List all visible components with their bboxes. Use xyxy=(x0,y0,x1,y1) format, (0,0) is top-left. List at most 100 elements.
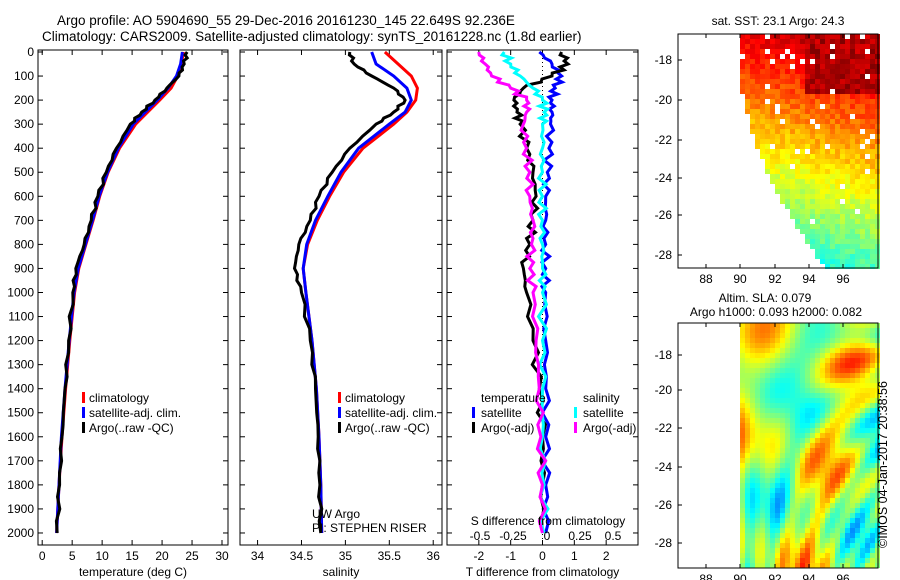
sla-map-cell xyxy=(835,498,840,503)
sla-map-cell xyxy=(865,513,870,518)
temp-series-line xyxy=(55,51,184,534)
sst-map-cell xyxy=(790,84,795,89)
sst-map-cell xyxy=(865,179,870,184)
sla-map-cell xyxy=(785,398,790,403)
sla-map-cell xyxy=(755,478,760,483)
sla-map-cell xyxy=(790,368,795,373)
sla-map-cell xyxy=(805,493,810,498)
sla-map-cell xyxy=(740,363,745,368)
sst-map-cell xyxy=(745,59,750,64)
sla-map-cell xyxy=(845,398,850,403)
sst-map-cell xyxy=(815,209,820,214)
sla-lat-label: -26 xyxy=(655,498,673,512)
sla-map-cell xyxy=(830,533,835,538)
sst-map-cell xyxy=(845,219,850,224)
sst-map-cell xyxy=(800,119,805,124)
sst-map-cell xyxy=(820,219,825,224)
sst-map-cell xyxy=(865,199,870,204)
sst-map-cell xyxy=(865,234,870,239)
sst-map-cell xyxy=(830,114,835,119)
sal-series-line xyxy=(292,51,407,534)
sst-map-cell xyxy=(835,89,840,94)
sla-map-cell xyxy=(770,398,775,403)
sla-map-cell xyxy=(850,388,855,393)
sla-map-cell xyxy=(750,438,755,443)
sla-map-cell xyxy=(825,543,830,548)
sal-xtick-label: 35.5 xyxy=(378,549,402,563)
sla-map-cell xyxy=(805,343,810,348)
sla-map-cell xyxy=(815,343,820,348)
sla-map-cell xyxy=(845,473,850,478)
sst-map-cell xyxy=(830,129,835,134)
sla-map-cell xyxy=(850,468,855,473)
sla-map-cell xyxy=(770,378,775,383)
sla-map-cell xyxy=(765,363,770,368)
sst-map-cell xyxy=(785,194,790,199)
sla-map-cell xyxy=(850,403,855,408)
sst-map-cell xyxy=(750,89,755,94)
diff-xtick-label: 1 xyxy=(571,549,578,563)
sla-map-cell xyxy=(795,503,800,508)
sst-map-cell xyxy=(830,229,835,234)
sla-map-cell xyxy=(795,388,800,393)
sst-map-cell xyxy=(840,209,845,214)
sla-map-cell xyxy=(740,328,745,333)
sst-map-cell xyxy=(760,39,765,44)
sla-map-cell xyxy=(780,383,785,388)
sla-map-cell xyxy=(795,498,800,503)
sla-map-cell xyxy=(775,483,780,488)
sst-map-cell xyxy=(815,149,820,154)
sst-map-cell xyxy=(810,159,815,164)
sla-map-cell xyxy=(750,473,755,478)
sst-map-cell xyxy=(850,94,855,99)
sst-map-cell xyxy=(815,114,820,119)
sst-map-cell xyxy=(800,94,805,99)
sst-map-cell xyxy=(800,159,805,164)
sla-map-cell xyxy=(810,343,815,348)
sla-map-cell xyxy=(855,373,860,378)
sst-map-cell xyxy=(855,84,860,89)
sst-map-cell xyxy=(870,69,875,74)
sla-map-cell xyxy=(850,358,855,363)
sst-map-cell xyxy=(780,194,785,199)
sst-map-cell xyxy=(825,69,830,74)
sla-map-cell xyxy=(820,508,825,513)
sst-map-cell xyxy=(865,209,870,214)
sla-map-cell xyxy=(745,403,750,408)
sla-map-cell xyxy=(845,453,850,458)
sst-map-cell xyxy=(810,44,815,49)
sst-map-cell xyxy=(800,199,805,204)
sla-map-cell xyxy=(750,403,755,408)
sst-map-cell xyxy=(770,109,775,114)
sla-map-cell xyxy=(850,398,855,403)
sla-map-cell xyxy=(820,328,825,333)
sst-map-cell xyxy=(855,44,860,49)
sst-map-cell xyxy=(810,209,815,214)
sla-map-cell xyxy=(800,398,805,403)
sst-map-cell xyxy=(820,144,825,149)
sst-map-cell xyxy=(795,124,800,129)
sla-map-cell xyxy=(835,338,840,343)
sst-map-cell xyxy=(800,79,805,84)
sst-map-cell xyxy=(815,64,820,69)
sla-map-cell xyxy=(865,493,870,498)
sst-map-cell xyxy=(870,44,875,49)
sla-map-cell xyxy=(865,368,870,373)
sla-map-cell xyxy=(800,393,805,398)
sst-map-cell xyxy=(865,239,870,244)
sst-map-cell xyxy=(865,109,870,114)
sla-map-cell xyxy=(755,348,760,353)
sla-map-cell xyxy=(800,458,805,463)
sla-map-cell xyxy=(820,403,825,408)
sst-map-cell xyxy=(780,109,785,114)
sst-map-cell xyxy=(860,224,865,229)
sla-map-cell xyxy=(860,548,865,553)
sla-map-cell xyxy=(845,393,850,398)
sla-map-cell xyxy=(765,348,770,353)
sla-map-cell xyxy=(795,528,800,533)
sla-map-cell xyxy=(780,513,785,518)
sla-map-cell xyxy=(850,448,855,453)
sst-map-cell xyxy=(835,104,840,109)
sla-map-cell xyxy=(785,348,790,353)
